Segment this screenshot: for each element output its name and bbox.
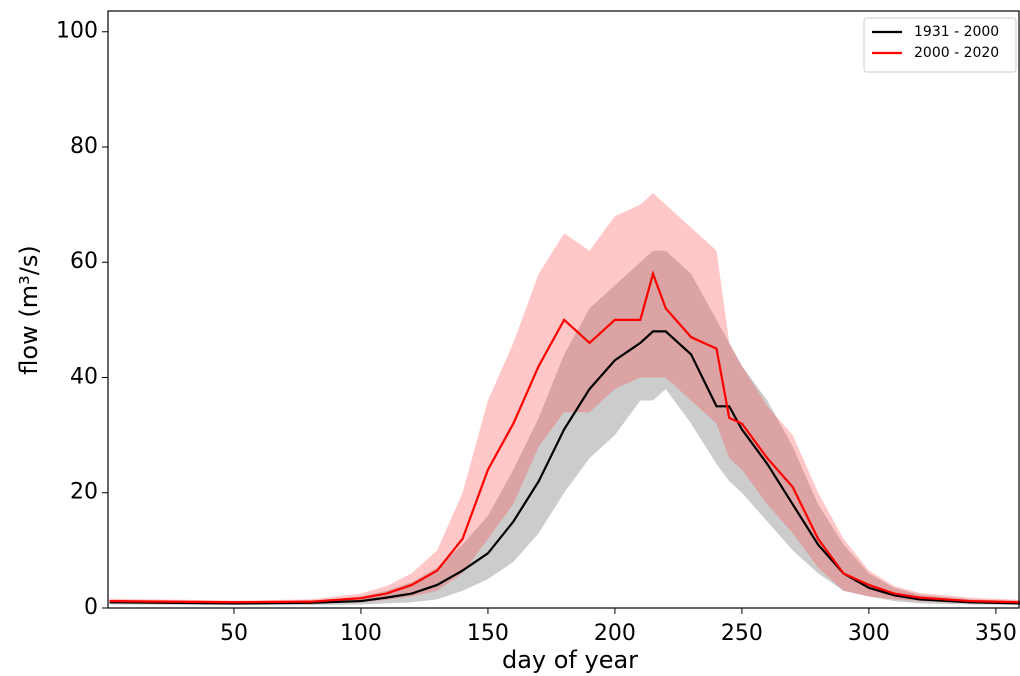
x-tick-label: 150	[467, 621, 509, 646]
y-tick-label: 100	[56, 19, 98, 44]
y-tick-label: 40	[70, 364, 98, 389]
x-tick-label: 350	[975, 621, 1017, 646]
legend-label: 1931 - 2000	[914, 24, 999, 40]
x-tick-label: 200	[594, 621, 636, 646]
y-axis-label: flow (m³/s)	[15, 245, 43, 374]
y-tick-label: 20	[70, 480, 98, 505]
x-tick-label: 50	[220, 621, 248, 646]
legend: 1931 - 2000 2000 - 2020	[863, 17, 1017, 73]
x-tick-label: 100	[340, 621, 382, 646]
x-axis-label: day of year	[502, 646, 638, 674]
plot-frame	[107, 10, 1020, 609]
legend-label: 2000 - 2020	[914, 45, 999, 61]
y-tick-label: 0	[84, 595, 98, 620]
band	[109, 193, 1020, 604]
x-tick-label: 250	[721, 621, 763, 646]
series-line	[109, 270, 1020, 604]
y-tick-label: 60	[70, 249, 98, 274]
y-tick-label: 80	[70, 134, 98, 159]
x-tick-label: 300	[848, 621, 890, 646]
